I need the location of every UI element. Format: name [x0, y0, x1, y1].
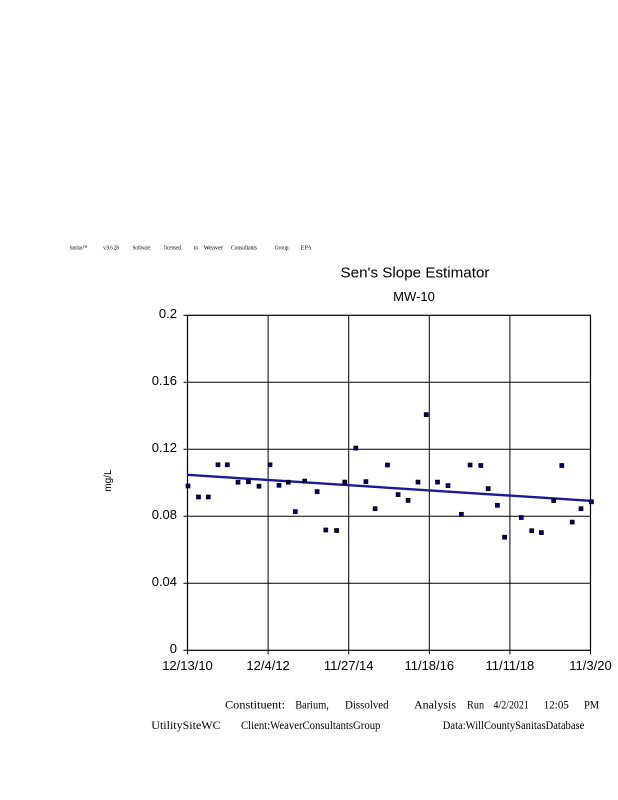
- svg-text:11/18/16: 11/18/16: [404, 658, 454, 673]
- svg-text:12:05: 12:05: [544, 697, 569, 711]
- svg-text:Dissolved: Dissolved: [345, 697, 389, 711]
- svg-text:4/2/2021: 4/2/2021: [494, 697, 529, 711]
- svg-text:Software: Software: [133, 244, 151, 251]
- svg-text:licensed: licensed: [164, 244, 181, 251]
- svg-text:Consultants: Consultants: [231, 244, 258, 251]
- svg-text:Data:WillCountySanitasDatabase: Data:WillCountySanitasDatabase: [443, 718, 585, 732]
- svg-text:0.12: 0.12: [152, 440, 177, 455]
- svg-text:MW-10: MW-10: [393, 289, 435, 304]
- svg-text:0.2: 0.2: [159, 306, 177, 321]
- svg-text:11/11/18: 11/11/18: [486, 658, 535, 673]
- svg-text:Run: Run: [467, 697, 484, 711]
- svg-text:Weaver: Weaver: [204, 244, 224, 251]
- svg-text:to: to: [194, 244, 199, 251]
- svg-text:Constituent:: Constituent:: [225, 697, 285, 711]
- svg-text:mg/L: mg/L: [103, 469, 114, 492]
- svg-text:12/4/12: 12/4/12: [246, 658, 289, 673]
- svg-text:11/27/14: 11/27/14: [324, 658, 374, 673]
- svg-text:12/13/10: 12/13/10: [162, 658, 213, 673]
- svg-text:Client:WeaverConsultantsGroup: Client:WeaverConsultantsGroup: [241, 718, 380, 732]
- svg-text:Barium,: Barium,: [295, 697, 329, 711]
- svg-text:Analysis: Analysis: [414, 697, 456, 711]
- svg-text:Sen's Slope Estimator: Sen's Slope Estimator: [341, 264, 490, 281]
- svg-text:0.16: 0.16: [152, 373, 177, 388]
- svg-text:11/3/20: 11/3/20: [569, 658, 611, 673]
- svg-text:PM: PM: [584, 697, 599, 711]
- svg-text:0.04: 0.04: [152, 574, 177, 589]
- svg-text:EPA: EPA: [301, 244, 312, 251]
- svg-text:0.08: 0.08: [152, 507, 177, 522]
- svg-text:0: 0: [170, 641, 177, 656]
- svg-text:Sanitas™: Sanitas™: [70, 244, 88, 251]
- svg-text:UtilitySiteWC: UtilitySiteWC: [151, 718, 220, 732]
- svg-text:v.9.6.28: v.9.6.28: [103, 244, 119, 251]
- svg-text:Group.: Group.: [275, 244, 291, 251]
